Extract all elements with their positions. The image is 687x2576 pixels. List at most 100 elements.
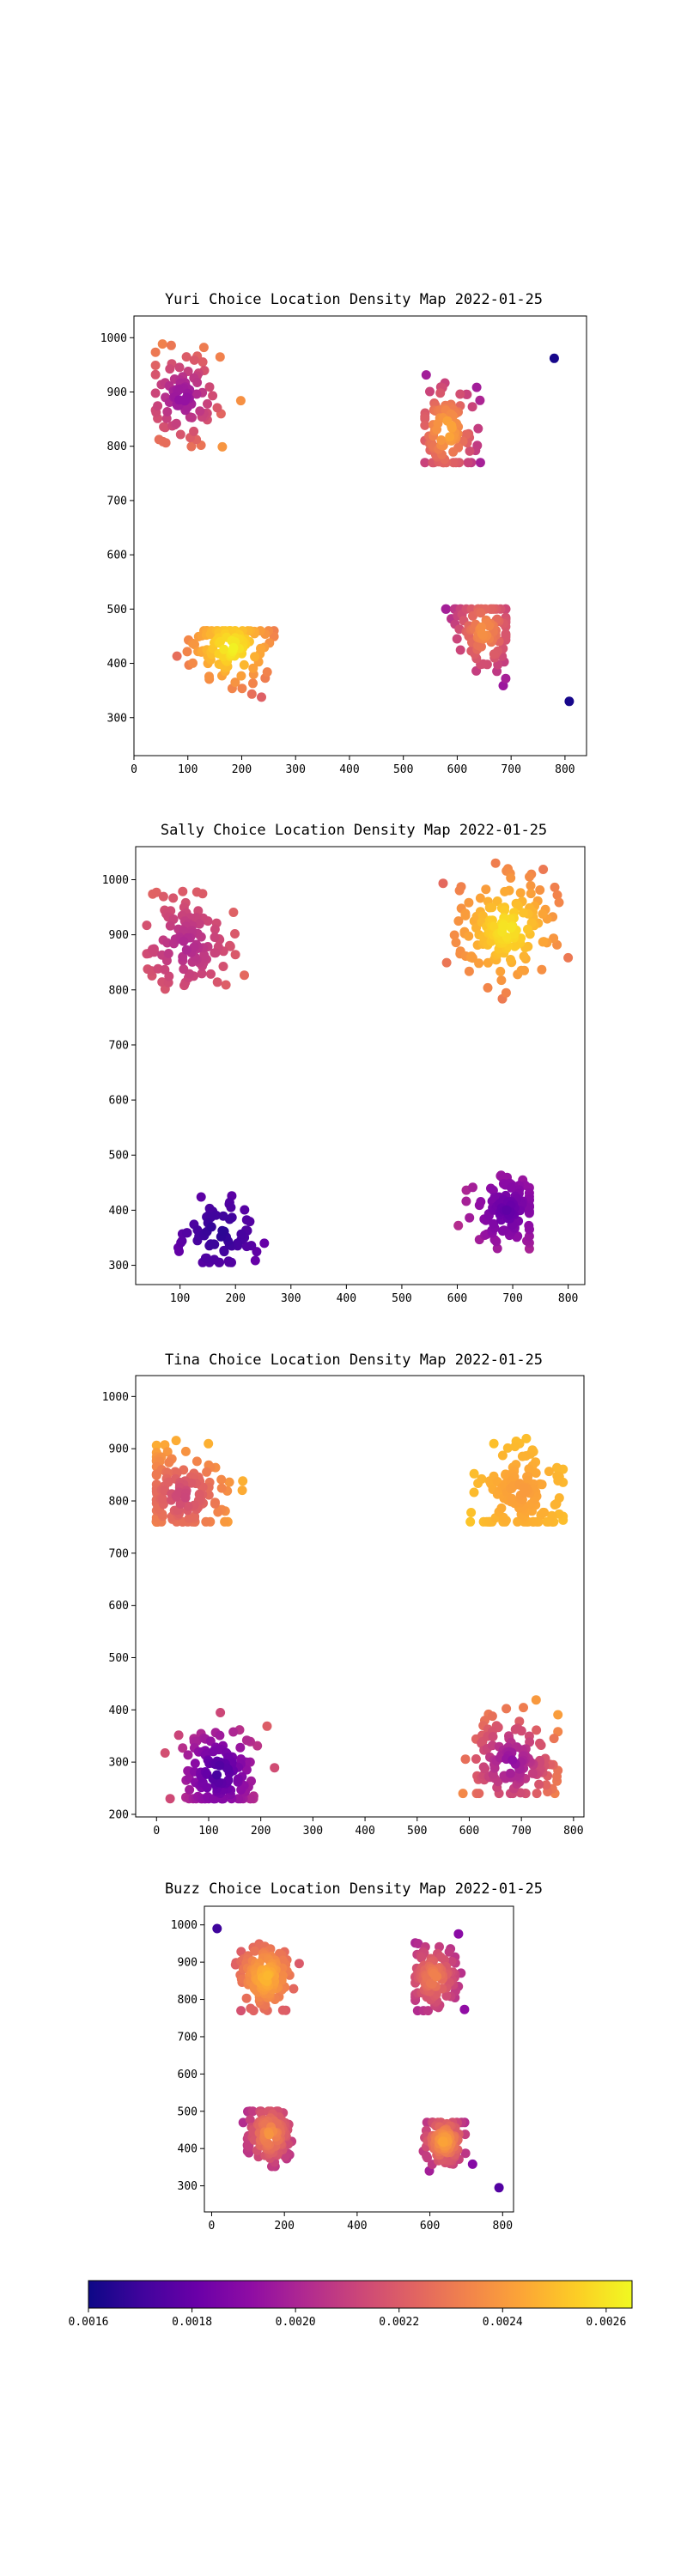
data-point — [523, 924, 532, 934]
data-point — [478, 659, 489, 669]
data-point — [163, 1477, 173, 1487]
y-tick-label: 700 — [109, 1039, 129, 1052]
data-point — [183, 1750, 193, 1760]
x-tick-label: 100 — [170, 1292, 190, 1305]
data-point — [466, 1508, 477, 1517]
data-point — [212, 1770, 222, 1780]
data-point — [168, 893, 179, 903]
y-tick-label: 600 — [109, 1600, 129, 1613]
data-point — [248, 663, 258, 673]
x-axis: 0 100 200 300 400 500 600 700 800 — [131, 756, 575, 776]
data-point — [496, 975, 507, 986]
data-point — [448, 447, 459, 457]
y-tick-label: 900 — [107, 386, 127, 399]
x-tick-label: 0 — [209, 2220, 216, 2233]
data-point — [413, 1939, 423, 1948]
data-point — [178, 1743, 188, 1753]
data-point — [445, 432, 455, 442]
x-tick-label: 200 — [251, 1825, 271, 1838]
data-point — [506, 955, 515, 964]
data-point — [498, 681, 508, 690]
data-point — [422, 2151, 432, 2161]
data-point — [180, 1492, 191, 1503]
data-point — [216, 1708, 226, 1717]
data-point — [161, 413, 172, 423]
data-point — [157, 1494, 167, 1504]
data-point — [150, 361, 161, 370]
data-point — [172, 651, 182, 661]
data-point — [235, 396, 246, 406]
data-point — [236, 1784, 246, 1795]
data-point — [240, 1205, 250, 1215]
data-point — [553, 1476, 563, 1485]
data-point — [173, 1730, 184, 1741]
data-point — [477, 641, 486, 652]
data-point — [537, 964, 547, 975]
data-point — [481, 884, 491, 895]
data-point — [212, 1923, 222, 1934]
data-point — [489, 1218, 499, 1229]
data-point — [501, 987, 511, 998]
data-point — [541, 1780, 551, 1790]
data-point — [240, 970, 249, 981]
data-point — [218, 1211, 228, 1221]
data-point — [506, 923, 516, 933]
data-point — [500, 886, 510, 896]
data-point — [465, 1516, 476, 1527]
y-tick-label: 500 — [109, 1652, 129, 1665]
data-point — [218, 652, 228, 662]
data-point — [230, 950, 240, 960]
data-point — [564, 696, 575, 707]
data-point — [508, 1755, 518, 1765]
data-point — [150, 388, 161, 398]
data-point — [530, 1494, 539, 1504]
data-point — [464, 897, 474, 908]
data-point — [498, 921, 508, 932]
data-point — [157, 339, 167, 349]
data-point — [184, 1513, 194, 1523]
data-point — [489, 649, 499, 659]
data-point — [189, 426, 199, 436]
x-tick-label: 800 — [555, 763, 575, 776]
y-tick-label: 800 — [178, 1994, 198, 2007]
data-point — [552, 890, 562, 900]
data-point — [471, 382, 482, 392]
data-point — [215, 352, 225, 362]
data-point — [182, 1228, 192, 1238]
data-point — [192, 887, 202, 897]
data-point — [429, 1969, 439, 1978]
y-tick-label: 800 — [109, 1495, 129, 1508]
x-tick-label: 0 — [153, 1825, 160, 1838]
data-point — [151, 1440, 161, 1450]
data-point — [204, 382, 215, 392]
x-tick-label: 700 — [511, 1825, 531, 1838]
data-point — [532, 1725, 542, 1735]
data-point — [220, 1516, 230, 1527]
y-tick-label: 300 — [109, 1757, 129, 1770]
data-point — [250, 652, 260, 662]
x-tick-label: 400 — [347, 2220, 367, 2233]
data-point — [195, 406, 205, 416]
colorbar-tick-label: 0.0026 — [586, 2316, 626, 2329]
data-point — [179, 396, 190, 406]
scatter-points — [212, 1923, 504, 2193]
data-point — [467, 2159, 477, 2169]
colorbar-tick-label: 0.0020 — [276, 2316, 316, 2329]
data-point — [453, 1220, 464, 1230]
data-point — [202, 1253, 212, 1263]
data-point — [151, 1470, 161, 1480]
data-point — [554, 1509, 564, 1519]
data-point — [208, 391, 218, 401]
data-point — [250, 1946, 260, 1956]
data-point — [469, 1468, 479, 1479]
data-point — [487, 902, 497, 913]
data-point — [524, 1464, 534, 1474]
y-axis: 200 300 400 500 600 700 800 900 1000 — [102, 1391, 136, 1821]
x-tick-label: 0 — [131, 763, 137, 776]
data-point — [515, 888, 526, 898]
data-point — [245, 2115, 255, 2125]
x-tick-label: 600 — [447, 763, 467, 776]
data-point — [247, 2106, 258, 2117]
data-point — [262, 667, 272, 677]
